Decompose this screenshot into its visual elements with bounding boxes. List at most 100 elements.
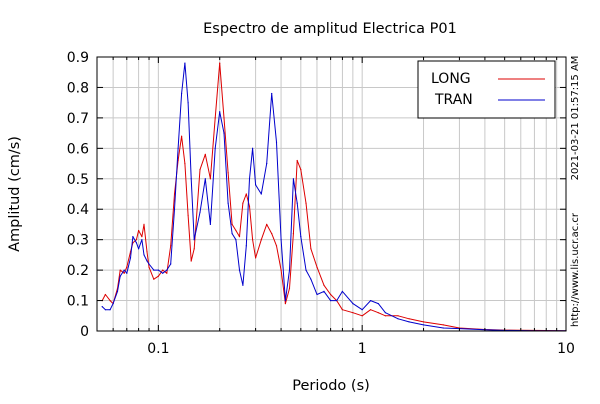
- data-point-tran: [141, 239, 143, 241]
- data-point-tran: [370, 300, 372, 302]
- data-point-long: [384, 315, 386, 317]
- data-point-long: [422, 321, 425, 323]
- data-point-long: [248, 205, 251, 207]
- data-point-long: [245, 193, 247, 195]
- data-point-long: [280, 269, 282, 271]
- series-line-tran: [101, 62, 566, 332]
- data-point-tran: [112, 303, 114, 305]
- x-tick-label: 0.1: [147, 341, 169, 357]
- data-point-tran: [119, 275, 121, 277]
- data-point-long: [187, 214, 189, 216]
- data-point-long: [255, 257, 257, 259]
- data-point-tran: [300, 236, 302, 238]
- axis-ticks: 0.1 1 10 0 0.1 0.2 0.3 0.4 0.5 0.6 0.7 0.8 0.9: [67, 50, 575, 357]
- y-tick-label: 0.4: [67, 202, 89, 218]
- data-point-long: [209, 178, 211, 180]
- data-point-long: [377, 312, 379, 314]
- data-point-long: [323, 284, 325, 286]
- data-point-tran: [341, 290, 343, 292]
- chart-title: Espectro de amplitud Electrica P01: [203, 21, 457, 37]
- data-point-tran: [146, 260, 148, 262]
- data-point-long: [305, 202, 307, 204]
- source-url-label: http://www.lis.ucr.ac.cr: [570, 212, 581, 327]
- data-point-tran: [377, 303, 379, 305]
- data-point-long: [157, 275, 159, 277]
- data-point-long: [173, 193, 176, 195]
- series-line-long: [101, 62, 567, 332]
- data-point-long: [408, 318, 410, 320]
- data-point-tran: [271, 92, 273, 95]
- data-point-long: [104, 293, 106, 296]
- data-point-tran: [248, 178, 251, 180]
- data-point-long: [123, 272, 125, 274]
- data-point-long: [162, 269, 164, 271]
- data-point-tran: [275, 141, 278, 143]
- data-point-tran: [190, 178, 192, 180]
- data-point-long: [275, 245, 278, 247]
- data-point-tran: [157, 269, 159, 271]
- x-tick-label: 10: [557, 341, 575, 357]
- data-point-long: [214, 117, 216, 119]
- data-point-long: [292, 233, 294, 235]
- data-point-tran: [408, 321, 410, 323]
- data-point-tran: [288, 269, 291, 271]
- data-point-long: [193, 248, 195, 250]
- data-point-long: [370, 309, 372, 311]
- data-point-long: [204, 153, 206, 155]
- data-point-long: [138, 229, 140, 232]
- data-point-long: [126, 266, 128, 268]
- data-point-long: [252, 239, 254, 241]
- data-point-long: [170, 245, 172, 247]
- data-point-tran: [123, 269, 125, 271]
- data-point-long: [223, 117, 225, 119]
- series-tran: [101, 62, 567, 332]
- y-tick-label: 0.3: [67, 233, 89, 249]
- data-point-tran: [219, 111, 221, 113]
- y-tick-label: 0.1: [67, 294, 89, 310]
- y-tick-label: 0: [80, 324, 89, 340]
- data-point-tran: [199, 211, 201, 213]
- data-point-tran: [173, 208, 176, 210]
- data-point-long: [352, 312, 354, 314]
- data-point-long: [442, 324, 444, 326]
- data-point-tran: [138, 248, 140, 250]
- data-point-long: [361, 315, 363, 317]
- data-point-long: [143, 223, 145, 225]
- data-point-tran: [397, 318, 399, 320]
- data-point-tran: [384, 312, 386, 314]
- data-point-long: [242, 202, 244, 204]
- data-point-tran: [187, 102, 189, 104]
- y-axis-label: Amplitud (cm/s): [7, 136, 23, 252]
- data-point-tran: [330, 300, 332, 302]
- data-point-long: [166, 272, 168, 274]
- data-point-tran: [109, 309, 111, 311]
- series-layer: [101, 62, 567, 332]
- data-point-long: [271, 233, 273, 235]
- y-tick-label: 0.2: [67, 263, 89, 279]
- data-point-long: [227, 172, 229, 174]
- data-point-tran: [323, 290, 325, 292]
- data-point-tran: [101, 306, 103, 308]
- data-point-tran: [235, 239, 237, 241]
- data-point-tran: [126, 272, 128, 274]
- legend: LONG TRAN: [417, 60, 556, 119]
- y-tick-label: 0.9: [67, 50, 89, 66]
- data-point-tran: [184, 62, 186, 64]
- data-point-long: [330, 293, 332, 296]
- plot-area-frame: [96, 56, 567, 332]
- data-point-long: [341, 309, 343, 311]
- data-point-long: [260, 239, 262, 241]
- data-point-long: [153, 278, 155, 280]
- data-point-tran: [305, 269, 307, 271]
- data-point-tran: [162, 272, 164, 274]
- legend-label-tran: TRAN: [434, 92, 473, 108]
- data-point-long: [300, 169, 302, 171]
- data-point-long: [190, 260, 192, 262]
- data-point-tran: [238, 269, 241, 271]
- data-point-tran: [260, 193, 262, 195]
- data-point-tran: [104, 309, 106, 311]
- data-point-tran: [296, 202, 298, 204]
- data-point-long: [284, 303, 286, 305]
- data-point-long: [266, 223, 268, 225]
